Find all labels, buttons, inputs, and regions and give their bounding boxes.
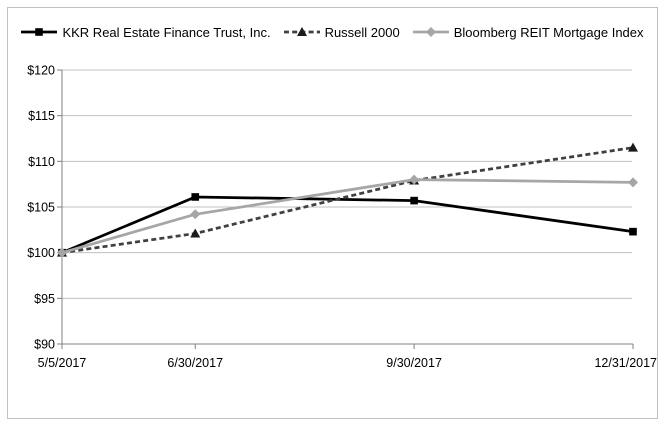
y-axis-label: $105 xyxy=(27,201,55,215)
legend-diamond-sample xyxy=(425,27,436,37)
triangle-marker xyxy=(190,228,201,238)
legend-square-line-icon xyxy=(21,28,58,36)
diamond-marker xyxy=(409,174,420,185)
legend-label-bloomberg-reit: Bloomberg REIT Mortgage Index xyxy=(453,24,644,40)
y-axis-label: $100 xyxy=(27,246,55,260)
legend-square-sample xyxy=(35,28,44,36)
y-axis-label: $95 xyxy=(34,292,55,306)
legend-diamond-line-icon xyxy=(412,27,449,37)
diamond-marker xyxy=(57,247,67,258)
x-axis-label: 6/30/2017 xyxy=(167,356,223,370)
legend-item-bloomberg-reit: Bloomberg REIT Mortgage Index xyxy=(412,24,644,40)
diamond-marker xyxy=(628,177,638,188)
y-axis-label: $115 xyxy=(28,109,55,123)
legend-label-russell-2000: Russell 2000 xyxy=(324,24,400,40)
diamond-marker xyxy=(190,209,201,220)
legend-item-russell-2000: Russell 2000 xyxy=(283,24,400,40)
square-marker xyxy=(191,193,200,201)
series-line xyxy=(61,146,634,255)
legend-label-kkr: KKR Real Estate Finance Trust, Inc. xyxy=(62,24,271,40)
chart-legend: KKR Real Estate Finance Trust, Inc. Russ… xyxy=(12,23,653,41)
series-line xyxy=(61,178,634,254)
legend-triangle-dash-line-icon xyxy=(283,27,320,36)
legend-triangle-sample xyxy=(296,27,307,36)
series-line xyxy=(61,195,634,254)
y-axis-label: $110 xyxy=(28,155,55,169)
x-axis-label: 12/31/2017 xyxy=(594,356,657,370)
square-marker xyxy=(410,196,418,205)
x-axis-label: 5/5/2017 xyxy=(38,356,87,370)
legend-item-kkr: KKR Real Estate Finance Trust, Inc. xyxy=(21,24,271,40)
x-axis-label: 9/30/2017 xyxy=(386,356,442,370)
y-axis-label: $90 xyxy=(34,338,55,352)
triangle-marker xyxy=(628,142,638,152)
square-marker xyxy=(629,227,637,236)
y-axis-label: $120 xyxy=(27,64,55,78)
